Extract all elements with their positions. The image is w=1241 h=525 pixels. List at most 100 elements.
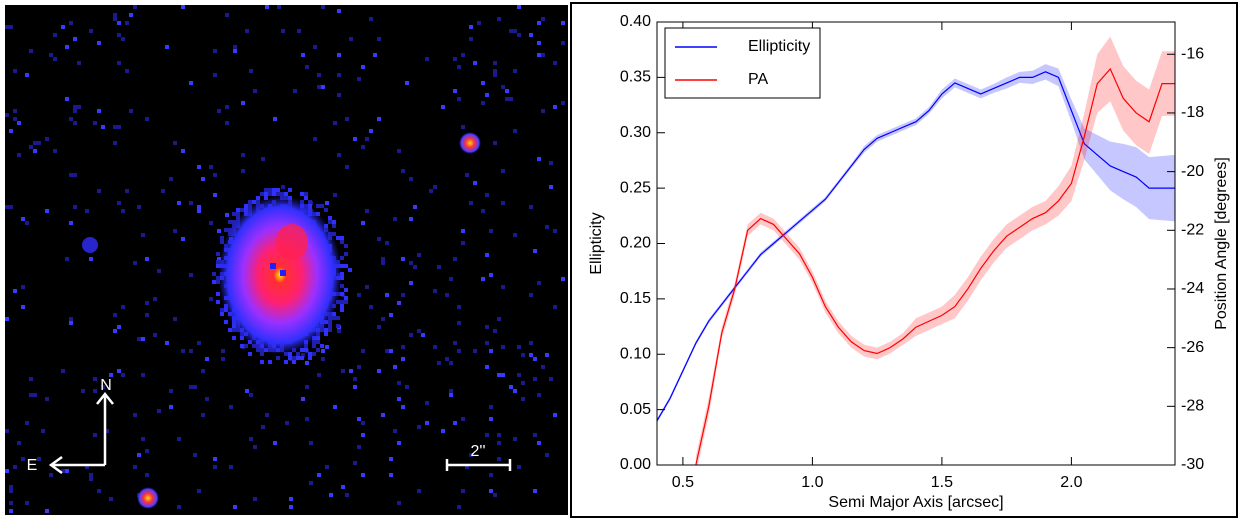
noise-pixel [485, 193, 489, 197]
noise-pixel [337, 53, 341, 57]
noise-pixel [145, 117, 149, 121]
noise-pixel [189, 385, 193, 389]
noise-pixel [5, 317, 9, 321]
noise-pixel [241, 169, 245, 173]
noise-pixel [133, 261, 137, 265]
noise-pixel [317, 85, 321, 89]
halo-pixel [216, 276, 220, 280]
noise-pixel [137, 453, 141, 457]
noise-pixel [45, 137, 49, 141]
halo-pixel [340, 236, 344, 240]
noise-pixel [485, 325, 489, 329]
noise-pixel [21, 217, 25, 221]
halo-pixel [320, 204, 324, 208]
noise-pixel [369, 305, 373, 309]
noise-pixel [549, 377, 553, 381]
noise-pixel [541, 109, 545, 113]
halo-pixel [304, 348, 308, 352]
halo-pixel [212, 280, 216, 284]
noise-pixel [89, 473, 93, 477]
noise-pixel [425, 57, 429, 61]
halo-pixel [224, 320, 228, 324]
noise-pixel [469, 453, 473, 457]
noise-pixel [45, 509, 49, 513]
noise-pixel [465, 465, 469, 469]
noise-pixel [509, 385, 513, 389]
halo-pixel [328, 324, 332, 328]
noise-pixel [113, 17, 117, 21]
halo-pixel [340, 304, 344, 308]
noise-pixel [13, 69, 17, 73]
noise-pixel [181, 149, 185, 153]
halo-pixel [220, 236, 224, 240]
halo-pixel [328, 216, 332, 220]
noise-pixel [141, 373, 145, 377]
noise-pixel [285, 421, 289, 425]
noise-pixel [245, 29, 249, 33]
noise-pixel [489, 349, 493, 353]
noise-pixel [177, 201, 181, 205]
noise-pixel [449, 389, 453, 393]
noise-pixel [13, 109, 17, 113]
halo-pixel [232, 336, 236, 340]
noise-pixel [89, 257, 93, 261]
halo-pixel [332, 232, 336, 236]
noise-pixel [493, 61, 497, 65]
noise-pixel [145, 257, 149, 261]
noise-pixel [21, 305, 25, 309]
noise-pixel [521, 381, 525, 385]
noise-pixel [77, 105, 81, 109]
noise-pixel [365, 137, 369, 141]
plot-area [657, 36, 1175, 465]
noise-pixel [245, 389, 249, 393]
noise-pixel [261, 157, 265, 161]
noise-pixel [5, 469, 9, 473]
noise-pixel [205, 357, 209, 361]
sky-image: N E 2'' [5, 5, 568, 515]
noise-pixel [449, 393, 453, 397]
noise-pixel [189, 81, 193, 85]
legend-label: PA [748, 71, 768, 88]
noise-pixel [361, 349, 365, 353]
noise-pixel [397, 301, 401, 305]
noise-pixel [121, 305, 125, 309]
y2-tick-label: -22 [1181, 222, 1204, 239]
halo-pixel [256, 348, 260, 352]
y-tick-label: 0.30 [620, 124, 651, 141]
noise-pixel [61, 25, 65, 29]
noise-pixel [553, 105, 557, 109]
scale-bar [445, 459, 512, 471]
noise-pixel [401, 357, 405, 361]
galaxy-core [280, 270, 286, 276]
noise-pixel [117, 33, 121, 37]
noise-pixel [17, 121, 21, 125]
noise-pixel [489, 473, 493, 477]
noise-pixel [397, 381, 401, 385]
noise-pixel [177, 505, 181, 509]
y-tick-label: 0.25 [620, 179, 651, 196]
noise-pixel [17, 153, 21, 157]
noise-pixel [461, 489, 465, 493]
halo-pixel [276, 188, 280, 192]
noise-pixel [21, 457, 25, 461]
noise-pixel [385, 293, 389, 297]
noise-pixel [33, 141, 37, 145]
noise-pixel [493, 73, 497, 77]
noise-pixel [393, 365, 397, 369]
noise-pixel [53, 57, 57, 61]
noise-pixel [377, 117, 381, 121]
halo-pixel [280, 192, 284, 196]
halo-pixel [216, 264, 220, 268]
noise-pixel [153, 333, 157, 337]
noise-pixel [225, 105, 229, 109]
halo-pixel [292, 360, 296, 364]
halo-pixel [244, 204, 248, 208]
noise-pixel [537, 21, 541, 25]
noise-pixel [181, 349, 185, 353]
noise-pixel [549, 185, 553, 189]
noise-pixel [109, 497, 113, 501]
noise-pixel [5, 25, 9, 29]
noise-pixel [409, 261, 413, 265]
noise-pixel [81, 389, 85, 393]
noise-pixel [433, 289, 437, 293]
